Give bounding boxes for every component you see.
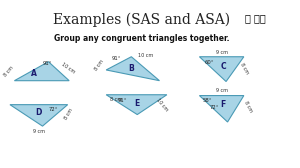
Text: 9 cm: 9 cm (216, 88, 228, 93)
Text: C: C (220, 62, 226, 71)
Text: D: D (35, 108, 41, 117)
Polygon shape (200, 57, 244, 81)
Text: 9 cm: 9 cm (216, 50, 228, 55)
Polygon shape (10, 105, 68, 126)
Text: 8 cm: 8 cm (63, 108, 74, 121)
Text: Group any congruent triangles together.: Group any congruent triangles together. (54, 34, 230, 44)
Text: 72°: 72° (48, 107, 58, 112)
Text: 8 cm: 8 cm (110, 97, 122, 102)
Text: 8 cm: 8 cm (243, 101, 253, 114)
Text: 10 cm: 10 cm (60, 62, 76, 75)
Text: A: A (31, 69, 37, 78)
Text: 58°: 58° (202, 98, 212, 103)
Polygon shape (106, 57, 160, 81)
Text: Examples (SAS and ASA): Examples (SAS and ASA) (53, 13, 230, 27)
Text: 🦆 🦆🦆: 🦆 🦆🦆 (245, 13, 266, 23)
Text: 91°: 91° (112, 56, 122, 60)
Text: 91°: 91° (43, 61, 52, 66)
Text: E: E (134, 98, 139, 108)
Text: 60°: 60° (205, 59, 214, 65)
Text: 10 cm: 10 cm (138, 53, 154, 58)
Text: 72°: 72° (209, 105, 219, 110)
Text: 9 cm: 9 cm (33, 129, 45, 134)
Polygon shape (200, 96, 244, 122)
Text: 91°: 91° (117, 98, 127, 103)
Text: B: B (128, 64, 134, 73)
Text: 8 cm: 8 cm (239, 62, 250, 75)
Text: 8 cm: 8 cm (94, 59, 105, 72)
Text: 8 cm: 8 cm (3, 65, 14, 77)
Polygon shape (14, 62, 69, 81)
Polygon shape (106, 95, 167, 115)
Text: F: F (220, 100, 226, 109)
Text: 10 cm: 10 cm (155, 98, 169, 113)
